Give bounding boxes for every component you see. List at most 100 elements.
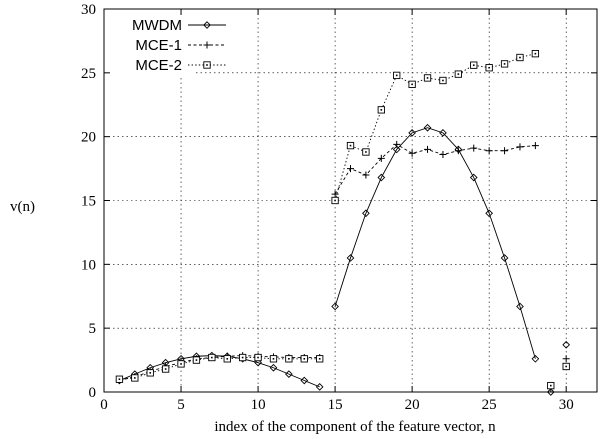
data-point-mce-1 bbox=[485, 147, 493, 155]
data-point-mce-2 bbox=[300, 355, 308, 363]
data-point-mce-2 bbox=[408, 80, 416, 88]
data-point-mce-2 bbox=[516, 53, 524, 62]
data-point-mce-1 bbox=[562, 355, 570, 363]
legend-marker-mwdm bbox=[203, 21, 211, 29]
data-point-mce-1 bbox=[454, 147, 462, 155]
data-point-mce-2-inner bbox=[180, 363, 182, 365]
legend-marker-mce-2 bbox=[203, 61, 211, 69]
x-tick-label: 5 bbox=[177, 397, 185, 413]
data-point-mwdm bbox=[362, 209, 370, 218]
data-point-mce-2 bbox=[531, 50, 540, 58]
data-point-mce-2-inner bbox=[303, 358, 306, 360]
data-point-mce-2 bbox=[177, 360, 185, 368]
data-point-mce-2 bbox=[377, 106, 385, 114]
data-point-mce-2-inner bbox=[549, 384, 552, 387]
data-point-mce-2-inner bbox=[164, 368, 167, 370]
data-point-mce-2-inner bbox=[472, 64, 475, 66]
legend: MWDM MCE-1 MCE-2 bbox=[132, 17, 226, 74]
data-point-mce-2-inner bbox=[241, 356, 244, 359]
data-point-mce-2-inner bbox=[349, 144, 352, 147]
data-point-mce-2 bbox=[423, 74, 432, 82]
legend-label-mce-1: MCE-1 bbox=[135, 37, 182, 54]
data-point-mwdm bbox=[562, 340, 571, 349]
data-point-mce-2 bbox=[223, 355, 231, 363]
data-point-mce-2 bbox=[331, 196, 339, 205]
data-point-mce-2 bbox=[500, 60, 509, 68]
x-tick-label: 0 bbox=[100, 397, 108, 413]
data-point-mce-2 bbox=[346, 141, 355, 150]
data-point-mce-2 bbox=[254, 353, 262, 362]
data-point-mce-2 bbox=[393, 71, 401, 80]
y-tick-label: 15 bbox=[81, 194, 96, 210]
y-tick-label: 20 bbox=[81, 130, 96, 146]
series-line-mce-2 bbox=[334, 53, 536, 201]
data-point-mwdm bbox=[269, 363, 278, 372]
data-point-mce-2 bbox=[269, 355, 278, 363]
data-point-mce-1 bbox=[424, 145, 432, 153]
legend-label-mce-2: MCE-2 bbox=[135, 57, 182, 74]
data-point-mwdm bbox=[392, 145, 401, 154]
data-point-mwdm bbox=[516, 302, 524, 311]
data-point-mce-2 bbox=[239, 353, 247, 362]
data-point-mwdm bbox=[300, 376, 309, 385]
x-tick-label: 15 bbox=[328, 397, 343, 413]
grid bbox=[104, 9, 597, 392]
data-point-mce-2-inner bbox=[365, 151, 367, 153]
y-tick-label: 0 bbox=[89, 385, 97, 401]
data-point-mce-2 bbox=[547, 381, 555, 390]
legend-marker-mce-2-inner bbox=[206, 64, 208, 66]
legend-marker-mce-1 bbox=[203, 41, 211, 49]
data-point-mce-2 bbox=[146, 369, 154, 377]
y-tick-label: 5 bbox=[89, 321, 97, 337]
x-tick-label: 10 bbox=[251, 397, 266, 413]
y-tick-label: 10 bbox=[81, 257, 96, 273]
data-point-mwdm bbox=[285, 370, 293, 378]
series-layer bbox=[115, 50, 571, 396]
data-point-mce-2 bbox=[470, 61, 478, 69]
data-point-mce-1 bbox=[347, 165, 354, 173]
data-point-mce-2 bbox=[454, 70, 462, 78]
data-point-mce-2 bbox=[115, 375, 124, 383]
data-point-mce-2-inner bbox=[318, 358, 321, 360]
data-point-mce-2-inner bbox=[426, 77, 429, 79]
data-point-mce-2 bbox=[208, 353, 216, 362]
data-point-mce-2-inner bbox=[503, 63, 506, 65]
data-point-mce-2 bbox=[439, 76, 447, 85]
data-point-mwdm bbox=[408, 129, 416, 137]
y-axis-label: v(n) bbox=[10, 199, 35, 215]
data-point-mwdm bbox=[423, 123, 432, 132]
data-point-mce-2-inner bbox=[442, 79, 444, 82]
data-point-mce-2-inner bbox=[488, 66, 490, 69]
data-point-mce-1 bbox=[362, 171, 370, 179]
data-point-mce-2-inner bbox=[195, 359, 198, 361]
y-tick-label: 30 bbox=[81, 2, 96, 18]
x-tick-label: 20 bbox=[405, 397, 420, 413]
data-point-mce-1 bbox=[408, 149, 416, 157]
x-tick-label: 30 bbox=[559, 397, 574, 413]
data-point-mwdm bbox=[531, 354, 540, 363]
data-point-mwdm bbox=[500, 254, 509, 262]
data-point-mwdm bbox=[439, 129, 447, 137]
series-mce-1 bbox=[115, 140, 570, 392]
data-point-mce-2-inner bbox=[134, 377, 136, 379]
x-axis-label: index of the component of the feature ve… bbox=[214, 419, 496, 435]
data-point-mce-2-inner bbox=[411, 83, 413, 86]
series-mce-2 bbox=[115, 50, 570, 390]
series-line-mwdm bbox=[334, 127, 536, 359]
data-point-mwdm bbox=[485, 209, 493, 218]
data-point-mce-1 bbox=[439, 151, 447, 159]
data-point-mce-2-inner bbox=[257, 356, 259, 359]
data-point-mce-2 bbox=[562, 362, 570, 371]
data-point-mwdm bbox=[315, 383, 324, 391]
data-point-mce-2 bbox=[316, 355, 324, 363]
data-point-mce-2 bbox=[131, 374, 139, 382]
data-point-mce-2 bbox=[285, 355, 293, 363]
legend-label-mwdm: MWDM bbox=[132, 17, 182, 34]
data-point-mce-2 bbox=[192, 356, 201, 364]
data-point-mce-2 bbox=[362, 148, 370, 156]
y-tick-label: 25 bbox=[81, 66, 96, 82]
data-point-mce-1 bbox=[393, 140, 401, 148]
data-point-mce-2-inner bbox=[149, 372, 152, 374]
series-mwdm bbox=[115, 123, 571, 396]
data-point-mce-1 bbox=[377, 154, 385, 162]
